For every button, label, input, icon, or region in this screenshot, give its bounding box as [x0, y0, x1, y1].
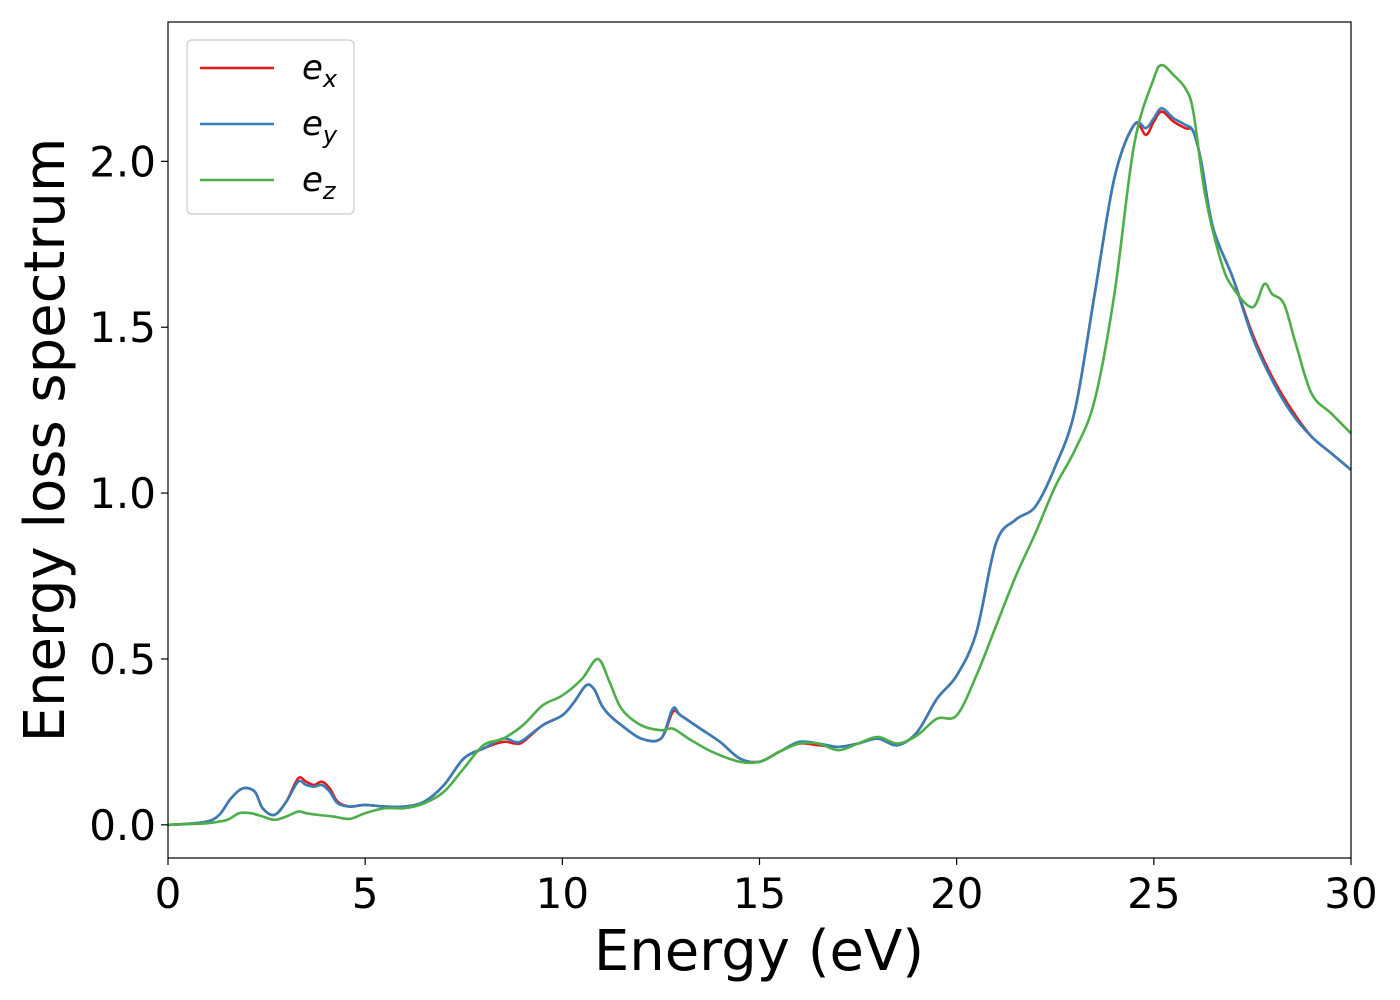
y-tick-label: 2.0 — [89, 137, 156, 186]
plot-background — [168, 22, 1351, 858]
legend-label-z: ez — [302, 160, 337, 205]
x-tick-label: 20 — [930, 869, 983, 918]
y-tick-label: 1.5 — [89, 303, 156, 352]
legend-label-y: ey — [302, 104, 338, 149]
x-axis-title: Energy (eV) — [594, 919, 924, 984]
y-tick-label: 1.0 — [89, 469, 156, 518]
x-tick-label: 25 — [1127, 869, 1180, 918]
legend-label-x: ex — [302, 48, 338, 93]
series-line-z — [167, 63, 1352, 827]
y-axis: 0.0 0.5 1.0 1.5 2.0 — [89, 137, 168, 850]
legend: ex ey ez — [186, 39, 355, 215]
legend-box — [186, 39, 355, 215]
x-tick-label: 5 — [352, 869, 379, 918]
x-tick-label: 30 — [1324, 869, 1377, 918]
y-tick-label: 0.0 — [89, 801, 156, 850]
x-axis: 0 5 10 15 20 25 30 — [155, 858, 1378, 918]
x-tick-label: 15 — [733, 869, 786, 918]
y-tick-label: 0.5 — [89, 635, 156, 684]
series-layer — [167, 63, 1352, 827]
x-tick-label: 10 — [536, 869, 589, 918]
series-line-y — [167, 106, 1352, 827]
y-axis-title: Energy loss spectrum — [13, 138, 78, 743]
x-tick-label: 0 — [155, 869, 182, 918]
